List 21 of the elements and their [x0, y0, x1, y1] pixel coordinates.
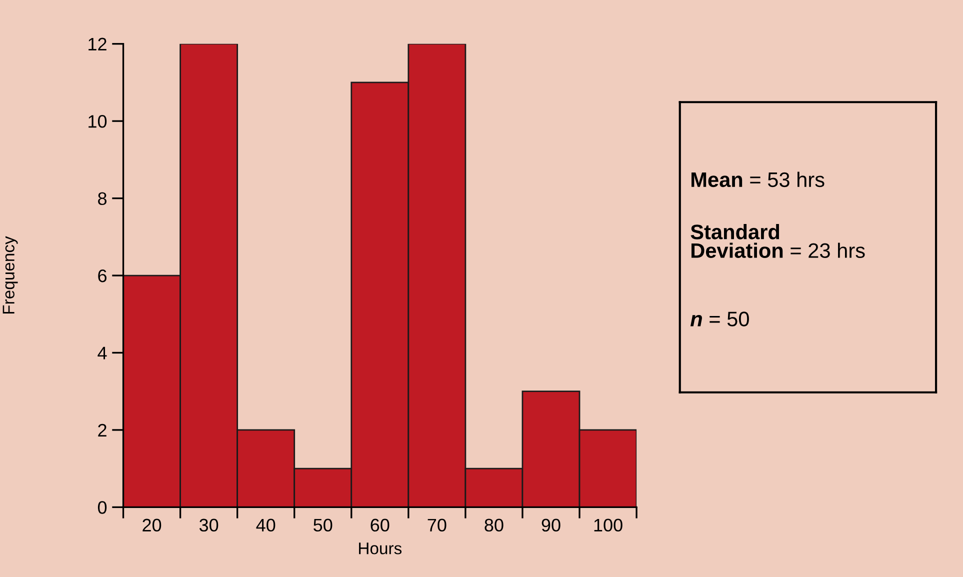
x-tick-label: 100 [594, 518, 622, 532]
text: Mean = 53 hrs [692, 172, 824, 188]
text: n = 50 [690, 312, 749, 326]
x-tick-label: 80 [484, 518, 504, 532]
x-tick-label: 60 [370, 518, 390, 532]
x-tick-label: 30 [199, 518, 218, 532]
text: Standard Deviation = 23 hrs [690, 224, 865, 258]
x-tick-label: 90 [542, 518, 560, 532]
y-tick-label: 6 [98, 269, 106, 282]
y-tick-label: 12 [88, 38, 106, 50]
y-tick-label: 0 [98, 501, 107, 514]
x-axis-title: Hours [359, 542, 402, 554]
x-tick-label: 40 [256, 518, 276, 532]
y-tick-label: 2 [98, 424, 106, 437]
y-axis-title: Frequency [2, 236, 18, 314]
y-tick-label: 4 [98, 346, 107, 360]
y-tick-label: 8 [98, 192, 107, 206]
x-tick-label: 50 [314, 518, 332, 532]
x-tick-label: 20 [142, 518, 162, 532]
x-tick-label: 70 [428, 518, 446, 532]
y-tick-label: 10 [88, 115, 107, 128]
